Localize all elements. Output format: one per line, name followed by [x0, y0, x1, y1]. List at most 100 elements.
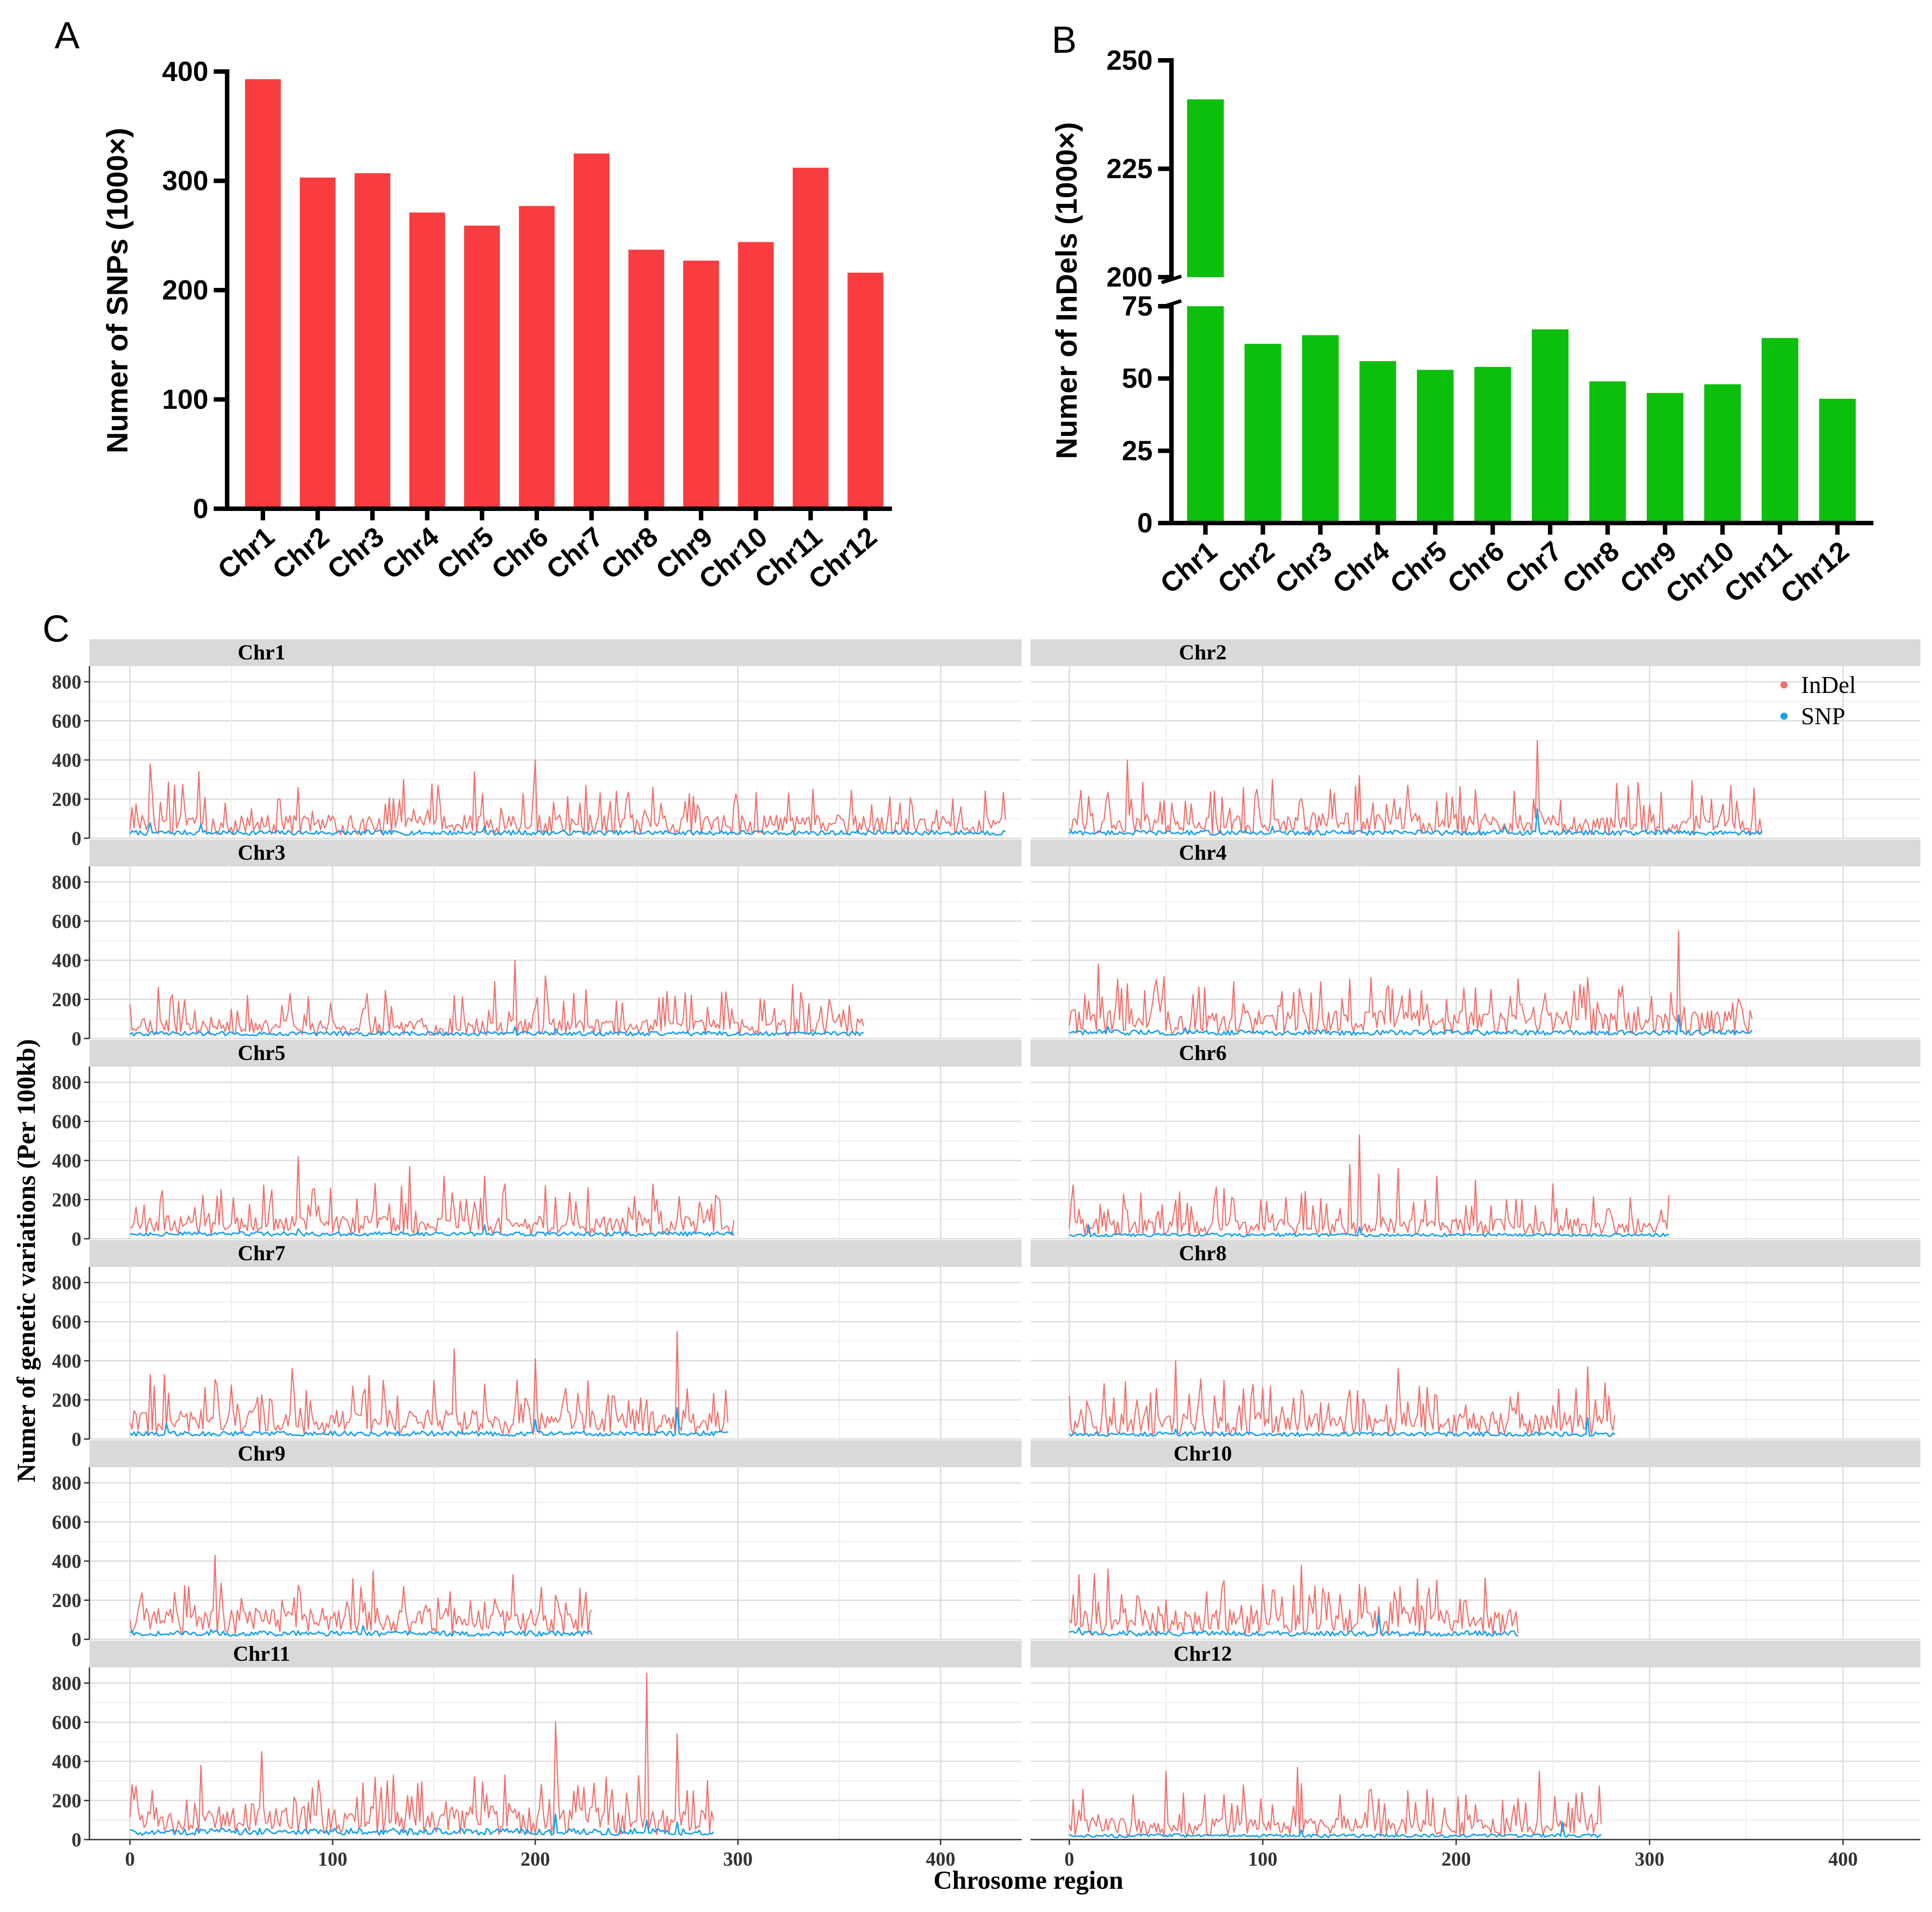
snp-bar-chr3 — [355, 173, 390, 509]
facet-title: Chr2 — [1179, 641, 1227, 664]
facet-chr4: Chr4 — [1031, 840, 1920, 1039]
y-tick-label: 225 — [1107, 154, 1153, 185]
x-tick-label: Chr8 — [1557, 536, 1625, 600]
facet-title: Chr6 — [1179, 1041, 1227, 1065]
y-axis-title: Numer of genetic variations (Per 100kb) — [12, 1039, 41, 1482]
facet-title: Chr3 — [238, 841, 286, 865]
x-tick-label: Chr7 — [1499, 536, 1568, 600]
x-tick-label: Chr2 — [1212, 536, 1281, 600]
snp-bar-chr11 — [793, 168, 829, 509]
y-tick-label: 200 — [52, 789, 81, 810]
snp-series-line — [129, 1407, 728, 1437]
legend: InDel SNP — [1780, 671, 1856, 730]
x-tick-label: Chr4 — [376, 521, 445, 586]
facet-strip — [89, 1641, 1022, 1667]
x-tick-label: 300 — [723, 1848, 753, 1870]
y-tick-label: 200 — [52, 1189, 81, 1211]
y-tick-label: 600 — [52, 710, 81, 732]
snp-bar-chr2 — [300, 177, 336, 509]
indel-series-line — [1069, 1766, 1602, 1837]
y-axis-title: Numer of SNPs (1000×) — [101, 128, 134, 453]
y-axis-title: Numer of InDels (1000×) — [1050, 122, 1083, 459]
snp-series-line — [1069, 1821, 1602, 1838]
x-tick-label: 100 — [318, 1848, 347, 1870]
y-tick-label: 400 — [52, 749, 81, 771]
snp-bar-chr12 — [847, 272, 884, 509]
facet-strip — [89, 1240, 1022, 1267]
legend-snp-label: SNP — [1801, 703, 1845, 730]
y-tick-label: 0 — [1137, 508, 1153, 539]
y-tick-label: 800 — [52, 871, 81, 893]
facet-strip — [1031, 639, 1920, 666]
facet-strip — [1031, 840, 1920, 866]
snp-series-line — [1069, 808, 1763, 836]
indel-series-line — [129, 759, 1006, 836]
y-tick-label: 800 — [52, 1472, 81, 1494]
facet-chr5: Chr5 0 200 400 600 800 — [52, 1040, 1022, 1250]
y-tick-label: 300 — [162, 166, 208, 197]
legend-snp-marker — [1780, 713, 1788, 720]
indel-bar-chr10 — [1704, 384, 1741, 523]
x-tick-label: 400 — [1828, 1848, 1858, 1870]
x-tick-label: 200 — [1442, 1848, 1471, 1870]
snp-series-line — [1069, 1417, 1615, 1437]
indel-series-line — [130, 1156, 735, 1236]
indel-bar-chr4 — [1359, 361, 1396, 523]
facet-title: Chr5 — [238, 1041, 286, 1065]
facet-strip — [1031, 1240, 1920, 1267]
facet-chr7: Chr7 0 200 400 600 800 — [52, 1240, 1022, 1450]
snp-bar-chr4 — [409, 212, 445, 509]
x-tick-label: Chr1 — [212, 521, 280, 586]
x-tick-label: 300 — [1635, 1848, 1664, 1870]
legend-indel-label: InDel — [1801, 671, 1856, 698]
y-tick-label: 0 — [72, 1028, 81, 1050]
x-tick-label: 0 — [1065, 1848, 1074, 1870]
indel-bar-chr1-lower — [1187, 306, 1224, 523]
y-tick-label: 75 — [1122, 291, 1153, 322]
indel-series-line — [1069, 1564, 1519, 1636]
facet-chr11: Chr11 0 200 400 600 800 0 100 200 300 400 — [52, 1641, 1022, 1870]
indel-series-line — [1069, 1134, 1670, 1237]
y-tick-label: 50 — [1122, 363, 1153, 394]
snp-series-line — [1069, 1224, 1669, 1237]
y-tick-label: 0 — [72, 1829, 81, 1851]
y-tick-label: 200 — [162, 275, 208, 306]
indel-bar-chr3 — [1302, 335, 1339, 523]
y-tick-label: 200 — [52, 989, 81, 1011]
facet-chr3: Chr3 0 200 400 600 800 — [52, 840, 1022, 1050]
indel-bar-chr11 — [1762, 338, 1798, 523]
facet-title: Chr9 — [238, 1442, 286, 1465]
x-tick-label: 200 — [520, 1848, 550, 1870]
x-tick-label: Chr8 — [596, 521, 664, 586]
y-tick-label: 600 — [52, 911, 81, 933]
facet-strip — [89, 840, 1022, 866]
facet-title: Chr8 — [1179, 1241, 1227, 1265]
facet-chr8: Chr8 — [1031, 1240, 1920, 1440]
x-tick-label: Chr3 — [1269, 536, 1338, 600]
y-tick-label: 0 — [193, 494, 208, 524]
facet-title: Chr4 — [1179, 841, 1227, 865]
facet-strip — [89, 1040, 1022, 1067]
indel-bar-chr2 — [1244, 344, 1281, 523]
facet-strip — [1031, 1040, 1920, 1067]
facet-chr10: Chr10 — [1031, 1440, 1920, 1640]
y-tick-label: 25 — [1122, 435, 1153, 466]
x-tick-label: 0 — [125, 1848, 135, 1870]
snp-bar-chr9 — [683, 260, 719, 509]
snp-series-line — [130, 1224, 735, 1237]
x-tick-label: Chr6 — [1442, 536, 1510, 600]
indel-series-line — [129, 1554, 593, 1635]
y-tick-label: 800 — [52, 1072, 81, 1093]
y-tick-label: 200 — [52, 1790, 81, 1812]
facet-title: Chr10 — [1174, 1442, 1232, 1465]
y-tick-label: 800 — [52, 1272, 81, 1294]
snp-series-line — [130, 1813, 714, 1836]
x-axis-title: Chrosome region — [934, 1866, 1124, 1895]
y-tick-label: 600 — [52, 1111, 81, 1133]
indel-series-line — [1069, 930, 1753, 1035]
snp-series-line — [129, 1625, 593, 1637]
variation-density-facets: Chr10200400600800Chr2Chr30200400600800Ch… — [12, 639, 1920, 1895]
panel-label-b: B — [1052, 19, 1077, 61]
